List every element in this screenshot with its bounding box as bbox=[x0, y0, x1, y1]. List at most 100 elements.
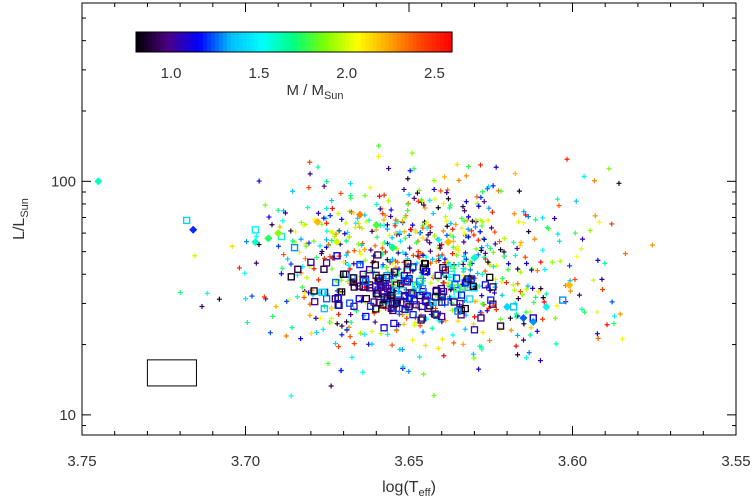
plus-marker bbox=[329, 315, 335, 321]
plus-marker bbox=[420, 225, 426, 231]
plus-marker bbox=[460, 266, 466, 272]
plus-marker bbox=[449, 307, 455, 313]
plus-marker bbox=[493, 307, 499, 313]
plus-marker bbox=[528, 325, 534, 331]
plus-marker bbox=[537, 358, 543, 364]
plus-marker bbox=[244, 320, 250, 326]
plus-marker bbox=[479, 301, 485, 307]
colorbar-segment bbox=[404, 32, 410, 52]
colorbar-segment bbox=[353, 32, 358, 52]
plus-marker bbox=[442, 214, 448, 220]
plus-marker bbox=[345, 229, 351, 235]
plus-marker bbox=[450, 332, 456, 338]
plus-marker bbox=[609, 221, 615, 227]
square-marker bbox=[481, 281, 490, 289]
plus-marker bbox=[441, 353, 447, 359]
plus-marker bbox=[389, 342, 395, 348]
plus-marker bbox=[501, 249, 507, 255]
colorbar-tick-label: 1.0 bbox=[161, 65, 182, 82]
plus-marker bbox=[383, 249, 389, 255]
plus-marker bbox=[480, 219, 486, 225]
plus-marker bbox=[410, 337, 416, 343]
plus-marker bbox=[519, 291, 525, 297]
plus-marker bbox=[387, 241, 393, 247]
plus-marker bbox=[270, 313, 276, 319]
plus-marker bbox=[338, 368, 344, 374]
plus-marker bbox=[606, 166, 612, 172]
plus-marker bbox=[477, 229, 483, 235]
square-marker bbox=[391, 287, 400, 295]
plus-marker bbox=[411, 322, 417, 328]
plus-marker bbox=[461, 218, 467, 224]
plus-marker bbox=[466, 234, 472, 240]
plus-marker bbox=[427, 230, 433, 236]
square-marker bbox=[418, 284, 427, 293]
plus-marker bbox=[506, 261, 512, 267]
y-tick-label: 100 bbox=[51, 173, 76, 190]
plus-marker bbox=[462, 208, 468, 214]
plus-marker bbox=[356, 224, 362, 230]
plus-marker bbox=[543, 291, 549, 297]
plus-marker bbox=[489, 209, 495, 215]
plus-marker bbox=[344, 319, 350, 325]
plus-marker bbox=[366, 217, 372, 223]
plus-marker bbox=[269, 222, 275, 228]
plus-marker bbox=[609, 299, 615, 305]
plus-marker bbox=[479, 189, 485, 195]
square-marker bbox=[333, 252, 341, 260]
plus-marker bbox=[473, 224, 479, 230]
plus-marker bbox=[417, 230, 423, 236]
plus-marker bbox=[604, 322, 610, 328]
plus-marker bbox=[329, 237, 335, 243]
square-marker bbox=[366, 302, 375, 311]
y-axis-label: L/LSun bbox=[11, 198, 31, 240]
plus-marker bbox=[471, 232, 477, 238]
colorbar-segment bbox=[341, 32, 346, 52]
colorbar-segment bbox=[416, 32, 421, 52]
plus-marker bbox=[447, 202, 453, 208]
square-marker bbox=[362, 294, 370, 303]
colorbar-segment bbox=[167, 32, 173, 52]
square-marker bbox=[371, 261, 380, 269]
plus-marker bbox=[600, 286, 606, 292]
plus-marker bbox=[314, 255, 320, 261]
diamond-marker bbox=[470, 253, 479, 262]
colorbar: 1.0 1.5 2.0 2.5 bbox=[135, 31, 453, 82]
plus-marker bbox=[521, 321, 527, 327]
plus-marker bbox=[590, 277, 596, 283]
square-marker bbox=[418, 314, 426, 322]
plus-marker bbox=[433, 305, 439, 311]
plus-marker bbox=[407, 168, 413, 174]
plus-marker bbox=[353, 220, 359, 226]
plus-marker bbox=[280, 218, 286, 224]
plus-marker bbox=[381, 217, 387, 223]
plus-marker bbox=[348, 193, 354, 199]
plus-marker bbox=[456, 261, 462, 267]
square-marker bbox=[334, 293, 342, 302]
plus-marker bbox=[437, 245, 443, 251]
diamond-marker bbox=[372, 221, 381, 230]
plus-marker bbox=[376, 193, 382, 199]
square-marker bbox=[420, 259, 429, 268]
colorbar-segment bbox=[388, 32, 394, 52]
colorbar-segment bbox=[396, 32, 402, 52]
square-marker bbox=[310, 287, 318, 295]
plus-marker bbox=[336, 311, 342, 317]
square-marker bbox=[382, 274, 390, 282]
plus-marker bbox=[406, 192, 412, 198]
plus-marker bbox=[552, 315, 558, 321]
plus-marker bbox=[384, 226, 390, 232]
data-points bbox=[94, 143, 655, 399]
plus-marker bbox=[592, 178, 598, 184]
colorbar-segment bbox=[246, 32, 252, 52]
plus-marker bbox=[285, 256, 291, 262]
plus-marker bbox=[553, 341, 559, 347]
colorbar-segment bbox=[187, 32, 192, 52]
plus-marker bbox=[444, 232, 450, 238]
plus-marker bbox=[454, 161, 460, 167]
plus-marker bbox=[323, 237, 329, 243]
square-marker bbox=[320, 305, 328, 313]
plus-marker bbox=[362, 257, 368, 263]
plus-marker bbox=[475, 252, 481, 258]
plus-marker bbox=[298, 336, 304, 342]
